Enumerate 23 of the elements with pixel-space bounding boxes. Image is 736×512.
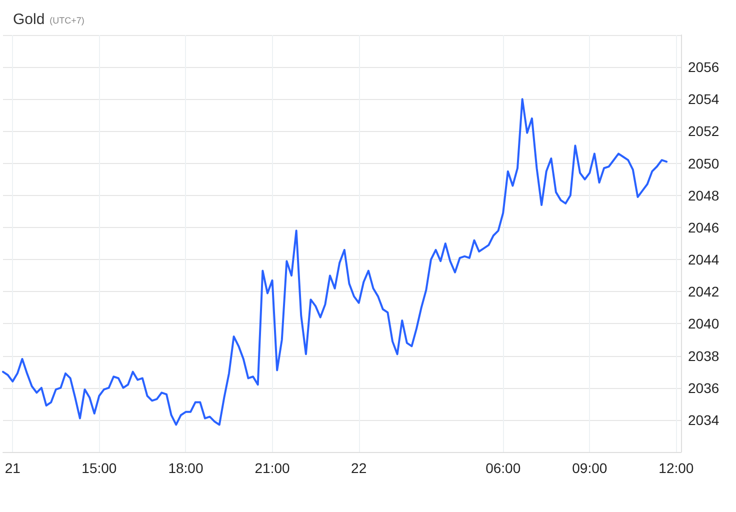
x-tick-label: 09:00 [572,460,608,476]
x-tick-label: 18:00 [168,460,204,476]
y-tick-label: 2054 [688,91,720,108]
y-tick-label: 2040 [688,316,720,332]
y-tick-label: 2044 [688,252,720,268]
y-tick-label: 2038 [688,348,720,364]
chart-title: Gold [13,11,45,28]
y-tick-label: 2052 [688,123,720,140]
x-tick-label: 06:00 [486,460,521,476]
y-tick-label: 2046 [688,219,720,236]
x-tick-label: 15:00 [82,460,117,476]
x-tick-label: 12:00 [658,460,694,476]
y-tick-label: 2042 [688,284,720,300]
chart-subtitle: (UTC+7) [50,16,84,26]
y-tick-label: 2036 [688,380,720,396]
y-tick-label: 2056 [688,59,720,76]
y-tick-label: 2034 [688,412,720,428]
y-tick-label: 2048 [688,187,720,204]
x-tick-label: 21 [4,460,21,476]
x-tick-label: 22 [351,460,367,476]
line-series [2,98,668,426]
y-tick-label: 2050 [688,155,720,172]
x-tick-label: 21:00 [254,460,290,476]
